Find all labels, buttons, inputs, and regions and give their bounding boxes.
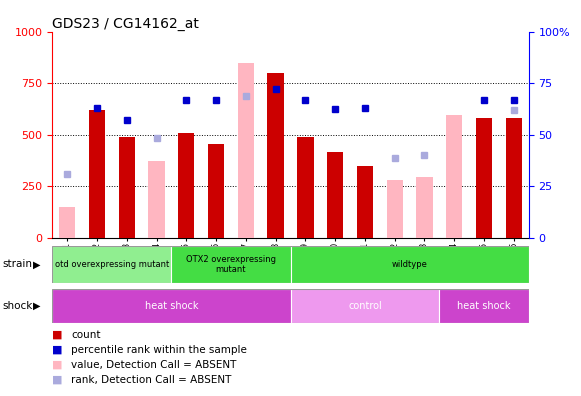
Bar (290, 246, 529, 283)
Bar (52, 246, 171, 283)
Text: ▶: ▶ (33, 259, 41, 269)
Bar (119, 137, 135, 238)
Bar (327, 152, 343, 238)
Text: OTX2 overexpressing
mutant: OTX2 overexpressing mutant (186, 255, 276, 274)
Bar (357, 166, 373, 238)
Text: otd overexpressing mutant: otd overexpressing mutant (55, 260, 169, 269)
Bar (208, 144, 224, 238)
Bar (446, 115, 462, 238)
Bar (417, 177, 433, 238)
Text: rank, Detection Call = ABSENT: rank, Detection Call = ABSENT (71, 375, 231, 385)
Text: percentile rank within the sample: percentile rank within the sample (71, 345, 247, 355)
Text: ■: ■ (52, 329, 63, 340)
Bar (148, 162, 164, 238)
Bar (476, 118, 492, 238)
Text: strain: strain (3, 259, 33, 269)
Bar (89, 110, 105, 238)
Text: ■: ■ (52, 345, 63, 355)
Bar (178, 133, 195, 238)
Text: wildtype: wildtype (392, 260, 428, 269)
Bar (505, 118, 522, 238)
Text: ■: ■ (52, 360, 63, 370)
Bar (386, 180, 403, 238)
Bar (439, 289, 529, 323)
Text: value, Detection Call = ABSENT: value, Detection Call = ABSENT (71, 360, 236, 370)
Text: control: control (348, 301, 382, 311)
Bar (290, 289, 439, 323)
Text: heat shock: heat shock (457, 301, 511, 311)
Text: count: count (71, 329, 101, 340)
Text: ▶: ▶ (33, 301, 41, 311)
Text: shock: shock (3, 301, 33, 311)
Text: heat shock: heat shock (145, 301, 198, 311)
Bar (238, 63, 254, 238)
Text: GDS23 / CG14162_at: GDS23 / CG14162_at (52, 17, 199, 30)
Bar (59, 207, 76, 238)
Bar (171, 246, 290, 283)
Text: ■: ■ (52, 375, 63, 385)
Bar (52, 289, 290, 323)
Bar (297, 137, 314, 238)
Bar (267, 73, 284, 238)
